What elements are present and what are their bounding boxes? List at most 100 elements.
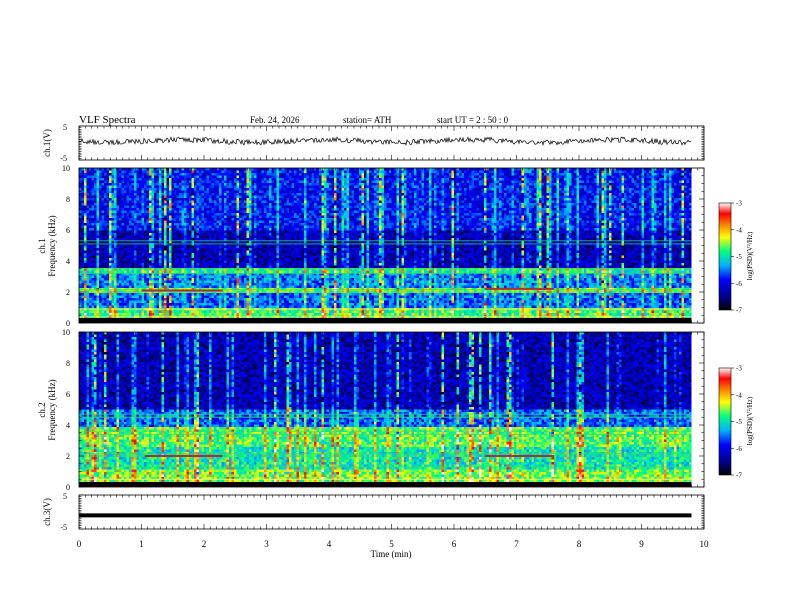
spectrogram-cell: [129, 170, 132, 174]
spectrogram-cell: [224, 310, 227, 314]
spectrogram-cell: [86, 218, 90, 221]
spectrogram-cell: [216, 250, 220, 254]
spectrogram-cell: [94, 255, 97, 259]
spectrogram-cell: [114, 273, 117, 276]
spectrogram-cell: [201, 270, 205, 274]
spectrogram-cell: [149, 278, 152, 281]
spectrogram-cell: [154, 305, 157, 309]
spectrogram-cell: [186, 263, 190, 266]
spectrogram-cell: [141, 298, 145, 301]
spectrogram-cell: [99, 183, 102, 186]
spectrogram-cell: [94, 215, 97, 219]
spectrogram-cell: [206, 200, 210, 204]
spectrogram-cell: [84, 220, 87, 224]
spectrogram-cell: [251, 283, 255, 286]
spectrogram-cell: [229, 225, 232, 229]
spectrogram-cell: [229, 248, 232, 251]
spectrogram-cell: [119, 230, 122, 234]
spectrogram-cell: [249, 223, 252, 226]
spectrogram-cell: [176, 213, 180, 216]
spectrogram-cell: [269, 180, 272, 184]
spectrogram-cell: [241, 178, 245, 181]
spectrogram-cell: [119, 215, 122, 219]
spectrogram-cell: [246, 258, 250, 261]
spectrogram-cell: [121, 170, 125, 174]
spectrogram-cell: [166, 198, 170, 201]
spectrogram-cell: [196, 270, 200, 274]
spectrogram-cell: [269, 223, 272, 226]
spectrogram-cell: [169, 228, 172, 231]
spectrogram-cell: [219, 178, 222, 181]
spectrogram-cell: [136, 255, 140, 259]
spectrogram-cell: [224, 218, 227, 221]
spectrogram-cell: [109, 178, 112, 181]
spectrogram-cell: [201, 235, 205, 239]
spectrogram-cell: [156, 250, 160, 254]
spectrogram-cell: [146, 260, 150, 264]
spectrogram-cell: [89, 255, 92, 259]
spectrogram-cell: [96, 195, 100, 199]
spectrogram-cell: [151, 228, 155, 231]
spectrogram-cell: [86, 173, 90, 176]
spectrogram-cell: [106, 245, 110, 249]
spectrogram-cell: [159, 195, 162, 199]
spectrogram-cell: [194, 270, 197, 274]
spectrogram-cell: [164, 198, 167, 201]
spectrogram-cell: [126, 228, 130, 231]
spectrogram-cell: [246, 175, 250, 179]
spectrogram-cell: [161, 285, 165, 289]
spectrogram-cell: [261, 265, 265, 269]
spectrogram-cell: [151, 220, 155, 224]
spectrogram-cell: [261, 278, 265, 281]
spectrogram-cell: [266, 303, 270, 306]
spectrogram-cell: [174, 275, 177, 279]
spectrogram-cell: [196, 235, 200, 239]
spectrogram-cell: [266, 223, 270, 226]
spectrogram-cell: [264, 173, 267, 176]
spectrogram-cell: [239, 208, 242, 211]
spectrogram-cell: [84, 240, 87, 244]
spectrogram-cell: [221, 195, 225, 199]
spectrogram-cell: [251, 298, 255, 301]
spectrogram-cell: [231, 230, 235, 234]
spectrogram-cell: [224, 258, 227, 261]
spectrogram-cell: [221, 263, 225, 266]
spectrogram-cell: [91, 263, 95, 266]
spectrogram-cell: [159, 183, 162, 186]
spectrogram-cell: [196, 185, 200, 189]
spectrogram-cell: [126, 293, 130, 296]
spectrogram-cell: [89, 220, 92, 224]
spectrogram-cell: [166, 215, 170, 219]
spectrogram-cell: [206, 305, 210, 309]
spectrogram-cell: [184, 190, 187, 194]
spectrogram-cell: [129, 268, 132, 271]
spectrogram-cell: [184, 313, 187, 316]
spectrogram-cell: [256, 208, 260, 211]
spectrogram-cell: [211, 230, 215, 234]
spectrogram-cell: [196, 313, 200, 316]
spectrogram-cell: [241, 260, 245, 264]
spectrogram-cell: [169, 250, 172, 254]
spectrogram-cell: [96, 298, 100, 301]
spectrogram-cell: [241, 270, 245, 274]
spectrogram-cell: [244, 225, 247, 229]
spectrogram-cell: [236, 225, 240, 229]
spectrogram-cell: [134, 240, 137, 244]
spectrogram-cell: [139, 175, 142, 179]
spectrogram-cell: [154, 198, 157, 201]
spectrogram-cell: [206, 258, 210, 261]
spectrogram-cell: [131, 305, 135, 309]
spectrogram-cell: [191, 270, 195, 274]
spectrogram-cell: [159, 213, 162, 216]
spectrogram-cell: [239, 235, 242, 239]
spectrogram-cell: [89, 273, 92, 276]
spectrogram-cell: [261, 240, 265, 244]
spectrogram-cell: [86, 205, 90, 209]
spectrogram-cell: [81, 198, 85, 201]
spectrogram-cell: [141, 305, 145, 309]
spectrogram-cell: [129, 298, 132, 301]
spectrogram-cell: [169, 213, 172, 216]
spectrogram-cell: [256, 313, 260, 316]
spectrogram-cell: [194, 198, 197, 201]
spectrogram-cell: [86, 188, 90, 191]
